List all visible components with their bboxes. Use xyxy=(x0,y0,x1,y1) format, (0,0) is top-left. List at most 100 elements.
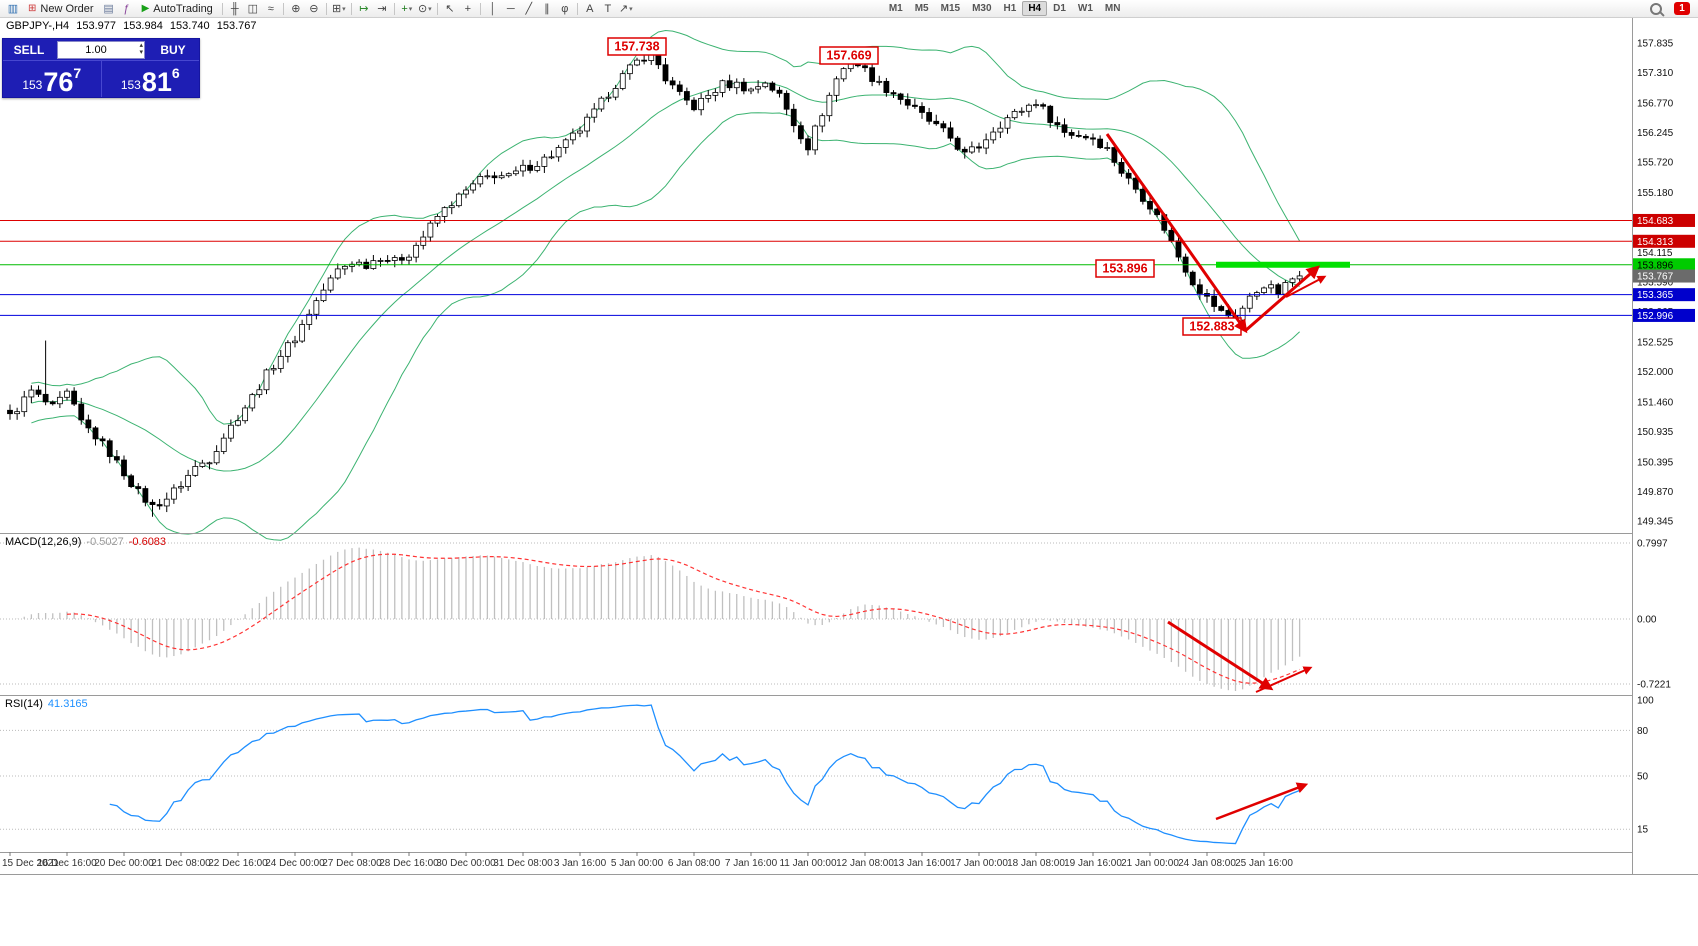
trend-arrow[interactable] xyxy=(1285,275,1327,298)
volume-field: ▴ ▾ xyxy=(57,40,145,59)
sell-price-big: 76 xyxy=(43,67,74,98)
crosshair-icon[interactable]: + xyxy=(464,2,472,15)
arrows-icon[interactable]: ↗ ▾ xyxy=(618,3,633,15)
trend-arrow[interactable] xyxy=(1244,265,1321,333)
buy-button[interactable]: BUY xyxy=(147,42,199,58)
volume-down-button[interactable]: ▾ xyxy=(139,48,143,56)
svg-text:154.313: 154.313 xyxy=(1637,237,1674,248)
vertical-line-icon[interactable]: │ xyxy=(489,2,497,15)
svg-text:157.835: 157.835 xyxy=(1637,39,1674,50)
timeframe-m30-button[interactable]: M30 xyxy=(972,3,992,14)
price-scale[interactable]: 157.835 157.310 156.770 156.245 155.720 155.1… xyxy=(1632,17,1696,874)
timeframe-d1-button[interactable]: D1 xyxy=(1053,3,1066,14)
new-order-button-label: New Order xyxy=(40,2,94,15)
zoom-out-icon[interactable]: ⊖ xyxy=(309,3,319,15)
svg-text:18 Jan 08:00: 18 Jan 08:00 xyxy=(1007,858,1065,869)
high-value: 153.984 xyxy=(123,20,163,32)
macd-label: MACD(12,26,9) xyxy=(5,536,82,548)
svg-text:157.669: 157.669 xyxy=(826,49,871,63)
macd-title: MACD(12,26,9) -0.5027 -0.6083 xyxy=(5,536,166,548)
autotrading-button[interactable]: ▶ AutoTrading xyxy=(136,1,219,16)
svg-text:153.896: 153.896 xyxy=(1102,262,1147,276)
bollinger-bands xyxy=(31,29,1301,541)
trendline-icon[interactable]: ╱ xyxy=(525,3,533,15)
svg-text:154.115: 154.115 xyxy=(1637,248,1673,259)
trend-arrow[interactable] xyxy=(1215,782,1309,821)
timeframe-m1-button[interactable]: M1 xyxy=(888,3,903,14)
svg-text:0.00: 0.00 xyxy=(1637,615,1657,626)
svg-text:157.738: 157.738 xyxy=(614,40,659,54)
price-annotation[interactable]: 153.896 xyxy=(1095,259,1155,278)
timeframe-m15-button[interactable]: M15 xyxy=(940,3,961,14)
new-chart-icon[interactable]: ▥ xyxy=(7,3,19,15)
open-value: 153.977 xyxy=(76,20,117,32)
search-icon[interactable] xyxy=(1650,2,1662,15)
timeframe-m5-button[interactable]: M5 xyxy=(914,3,929,14)
price-badge xyxy=(1633,288,1695,302)
buy-price[interactable]: 153 81 6 xyxy=(102,61,200,97)
svg-text:156.245: 156.245 xyxy=(1637,128,1674,139)
text-icon[interactable]: A xyxy=(586,2,594,15)
price-badge xyxy=(1633,213,1695,227)
experts-icon[interactable]: ƒ xyxy=(123,2,130,15)
channel-icon[interactable]: ∥ xyxy=(544,3,550,15)
rsi-label: RSI(14) xyxy=(5,698,43,710)
bar-chart-icon[interactable]: ╫ xyxy=(230,2,239,15)
chevron-down-icon: ▾ xyxy=(342,5,346,13)
svg-text:152.883: 152.883 xyxy=(1189,320,1234,334)
svg-text:152.000: 152.000 xyxy=(1637,367,1674,378)
indicators-icon[interactable]: + ▾ xyxy=(401,2,413,15)
volume-input[interactable] xyxy=(58,42,144,57)
trend-arrow[interactable] xyxy=(1167,620,1274,691)
trend-arrow[interactable] xyxy=(1255,666,1313,693)
candlestick-chart-icon[interactable]: ◫ xyxy=(247,3,259,15)
macd-main-value: -0.5027 xyxy=(86,536,124,548)
svg-text:3 Jan 16:00: 3 Jan 16:00 xyxy=(554,858,607,869)
horizontal-line-icon[interactable]: ─ xyxy=(506,2,515,15)
timeframe-h4-button[interactable]: H4 xyxy=(1022,1,1048,16)
macd-signal-value: -0.6083 xyxy=(128,536,167,548)
line-chart-icon[interactable]: ≈ xyxy=(267,2,274,15)
svg-text:-0.7221: -0.7221 xyxy=(1637,680,1671,691)
volume-up-button[interactable]: ▴ xyxy=(139,41,143,49)
buy-price-big: 81 xyxy=(141,67,172,98)
chart-ohlc-header: GBPJPY-,H4 153.977 153.984 153.740 153.7… xyxy=(6,20,261,32)
chevron-down-icon: ▾ xyxy=(408,5,413,13)
textlabel-icon[interactable]: T xyxy=(604,2,612,15)
svg-text:15: 15 xyxy=(1637,825,1649,836)
price-annotation[interactable]: 157.738 xyxy=(607,37,667,56)
svg-text:80: 80 xyxy=(1637,726,1649,737)
sell-price[interactable]: 153 76 7 xyxy=(3,61,102,97)
timeframe-mn-button[interactable]: MN xyxy=(1104,3,1121,14)
timeframe-h1-button[interactable]: H1 xyxy=(1003,3,1017,14)
tile-windows-icon[interactable]: ⊞ ▾ xyxy=(331,3,346,15)
chart-shift-icon[interactable]: ⇥ xyxy=(377,3,387,15)
low-value: 153.740 xyxy=(169,20,210,32)
periods-icon[interactable]: ⊙ ▾ xyxy=(417,3,432,15)
svg-text:150.935: 150.935 xyxy=(1637,427,1674,438)
auto-scroll-icon[interactable]: ↦ xyxy=(359,3,369,15)
timeframe-w1-button[interactable]: W1 xyxy=(1077,3,1093,14)
cursor-icon[interactable]: ↖ xyxy=(445,3,455,15)
price-annotation[interactable]: 152.883 xyxy=(1182,317,1242,336)
rsi-value: 41.3165 xyxy=(47,698,88,710)
toolbar-separator xyxy=(436,2,438,15)
price-annotation[interactable]: 157.669 xyxy=(819,46,879,65)
svg-text:24 Dec 00:00: 24 Dec 00:00 xyxy=(265,858,325,869)
fibonacci-icon[interactable]: φ xyxy=(561,2,569,15)
toolbar: ▥ ⊞ New Order ▤ ƒ ▶ AutoTrading ╫ ◫ ≈ ⊕ ⊖ ⊞ ▾ ↦ ⇥ + ▾ ⊙ ▾ ↖ +… xyxy=(0,0,1698,18)
metaeditor-icon[interactable]: ▤ xyxy=(103,3,114,15)
zoom-in-icon[interactable]: ⊕ xyxy=(291,3,301,15)
sell-button[interactable]: SELL xyxy=(3,42,55,58)
close-value: 153.767 xyxy=(216,20,257,32)
notification-badge[interactable]: 1 xyxy=(1674,2,1690,15)
autotrading-button-label: AutoTrading xyxy=(153,2,213,15)
new-order-button[interactable]: ⊞ New Order xyxy=(22,1,100,16)
svg-text:155.720: 155.720 xyxy=(1637,158,1674,169)
trend-arrow[interactable] xyxy=(1105,133,1248,334)
svg-text:149.345: 149.345 xyxy=(1637,516,1674,527)
svg-text:150.395: 150.395 xyxy=(1637,457,1674,468)
